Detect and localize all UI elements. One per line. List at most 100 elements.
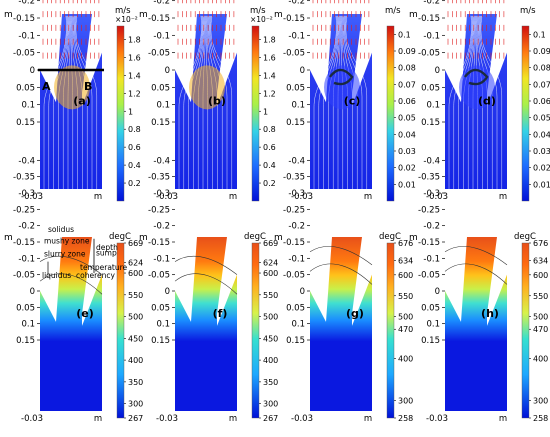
velocity-arrows xyxy=(312,0,370,59)
ytick-label: 0 xyxy=(165,287,170,297)
streamline xyxy=(313,15,337,189)
panel-label: (f) xyxy=(213,307,228,320)
colorbar-tick-label: 1.8 xyxy=(128,35,141,44)
colorbar-tick-label: 1.4 xyxy=(128,71,141,80)
ytick-label: -0.1 xyxy=(423,31,440,41)
colorbar-tick-label: 500 xyxy=(398,313,413,322)
colorbar-tick-label: 634 xyxy=(533,257,548,266)
ytick-label: -0.2 xyxy=(423,0,440,7)
isotherms xyxy=(39,255,103,295)
x-unit-label: m xyxy=(229,192,237,202)
colorbar-unit: degC xyxy=(109,232,131,242)
xtick-label: -0.03 xyxy=(21,192,43,202)
ytick-label: 0.1 xyxy=(291,320,305,330)
ytick-label: -0.1 xyxy=(18,31,35,41)
colorbar-tick-label: 0.2 xyxy=(263,179,276,188)
isotherm xyxy=(39,273,103,295)
streamline xyxy=(75,15,98,189)
ytick-label: -0.35 xyxy=(148,173,170,183)
ytick-label: -0.2 xyxy=(288,0,305,7)
colorbar-tick-label: 1.2 xyxy=(128,89,141,98)
colorbar-tick-label: 0.01 xyxy=(398,180,416,189)
colorbar-multiplier: ×10⁻² xyxy=(115,15,138,24)
colorbar xyxy=(251,25,260,202)
ytick-label: -0.15 xyxy=(148,14,170,24)
ytick-label: -0.1 xyxy=(153,254,170,264)
ytick-label: -0.2 xyxy=(153,222,170,232)
colorbar-tick-label: 350 xyxy=(128,378,143,387)
colorbar-tick-label: 400 xyxy=(398,355,413,364)
colorbar-unit: m/s xyxy=(385,6,401,16)
ytick-label: 0.1 xyxy=(426,320,440,330)
colorbar xyxy=(116,25,125,202)
ytick-label: 0 xyxy=(435,66,440,76)
ytick-label: -0.2 xyxy=(153,0,170,7)
ytick-label: -0.05 xyxy=(148,49,170,59)
ytick-label: 0.15 xyxy=(151,118,170,128)
xtick-label: -0.03 xyxy=(156,192,178,202)
ytick-label: -0.4 xyxy=(153,156,170,166)
ytick-label: 0.15 xyxy=(16,118,35,128)
colorbar-tick-label: 0.09 xyxy=(533,47,550,56)
isotherm xyxy=(444,246,508,266)
temperature-field xyxy=(310,237,372,411)
colorbar-tick-label: 470 xyxy=(533,325,548,334)
colorbar-tick-label: 669 xyxy=(128,239,143,248)
ytick-label: 0.05 xyxy=(151,83,170,93)
colorbar-tick-label: 550 xyxy=(128,291,143,300)
colorbar-tick-label: 1.2 xyxy=(263,89,276,98)
streamline xyxy=(178,15,202,189)
ytick-label: 0 xyxy=(300,66,305,76)
ytick-label: -0.35 xyxy=(283,173,305,183)
colorbar-tick-label: 450 xyxy=(128,334,143,343)
ytick-label: -0.4 xyxy=(288,156,305,166)
xtick-label: -0.03 xyxy=(156,414,178,424)
annotation-sump: sump xyxy=(96,249,117,258)
ytick-label: -0.3 xyxy=(18,189,35,199)
axis-temp-2: m 0.15 0.1 0.05 0 -0.05 -0.1 -0.15 -0.2 -0.25 -0.3… xyxy=(274,156,372,424)
ytick-label: -0.15 xyxy=(418,238,440,248)
annotation-mushy-zone: mushy zone xyxy=(44,237,90,246)
colorbar-tick-label: 258 xyxy=(533,414,548,423)
streamline xyxy=(318,15,338,189)
colorbar-unit: degC xyxy=(244,232,266,242)
axis-vel-0: m0.150.10.050-0.05-0.1-0.15-0.2-0.25-0.3… xyxy=(4,0,102,202)
colorbar-tick-label: 0.8 xyxy=(263,125,276,134)
colorbar-tick-label: 1.6 xyxy=(263,53,276,62)
colorbar-tick-label: 669 xyxy=(263,239,278,248)
streamline xyxy=(183,15,203,189)
streamline xyxy=(345,15,368,189)
velocity-panel-a: (a) m/s×10⁻² 1.8 1.6 1.4 1.2 1 0.8 0.6 0.4 0.2 xyxy=(40,0,141,202)
annotation-coherency: coherency xyxy=(76,271,115,280)
colorbar-tick-label: 0.06 xyxy=(533,97,550,106)
axis-unit-label: m xyxy=(139,10,148,20)
label-a: A xyxy=(42,80,51,93)
colorbar-unit: degC xyxy=(379,232,401,242)
axis-temp-1: m 0.15 0.1 0.05 0 -0.05 -0.1 -0.15 -0.2 -0.25 -0.3… xyxy=(139,156,237,424)
isotherms xyxy=(444,246,508,285)
colorbar xyxy=(116,242,125,419)
isotherms xyxy=(174,255,238,295)
ytick-label: -0.1 xyxy=(288,254,305,264)
isotherm xyxy=(39,255,103,275)
colorbar-tick-label: 600 xyxy=(533,271,548,280)
ytick-label: -0.2 xyxy=(18,222,35,232)
colorbar-unit: m/s xyxy=(250,6,266,16)
panel-label: (g) xyxy=(346,307,364,320)
colorbar-tick-label: 0.8 xyxy=(128,125,141,134)
velocity-hotspot xyxy=(189,65,225,110)
colorbar-tick-label: 0.08 xyxy=(398,64,416,73)
axis-unit-label: m xyxy=(274,10,283,20)
colorbar-tick-label: 600 xyxy=(398,271,413,280)
streamline xyxy=(209,15,228,189)
ytick-label: -0.05 xyxy=(148,271,170,281)
colorbar-tick-label: 0.05 xyxy=(398,114,416,123)
colorbar-tick-label: 350 xyxy=(263,378,278,387)
velocity-panel-c: (c) m/s 0.1 0.09 0.08 0.07 0.06 0.05 0.04 0.03 0.0… xyxy=(310,0,416,202)
ytick-label: -0.1 xyxy=(18,254,35,264)
colorbar-tick-label: 0.03 xyxy=(398,147,416,156)
ytick-label: -0.05 xyxy=(13,271,35,281)
